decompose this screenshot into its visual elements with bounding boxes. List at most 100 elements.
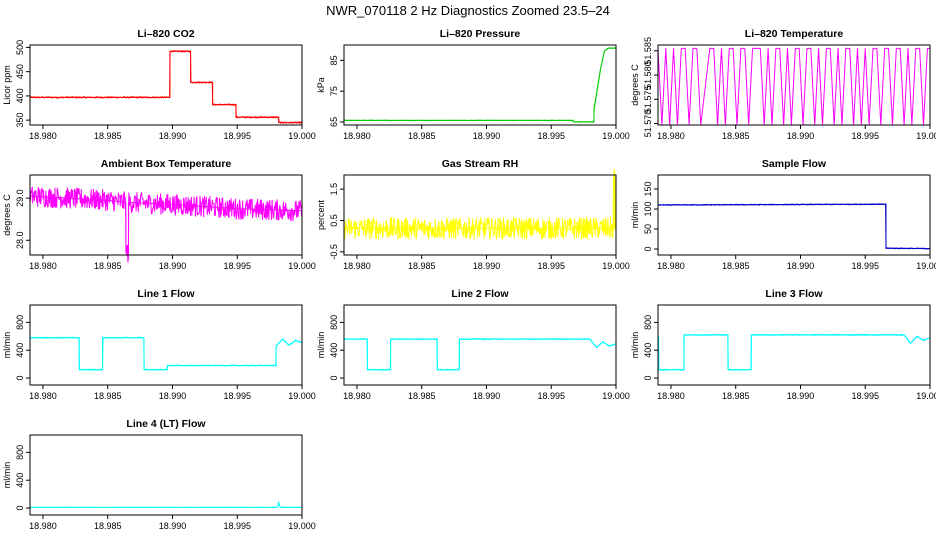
y-tick-label: 350 (15, 113, 25, 128)
y-tick-label: 75 (329, 86, 339, 96)
series-line-li-820-pressure (343, 47, 617, 123)
y-tick-label: 800 (15, 315, 25, 330)
y-tick-label: 51.585 (643, 37, 653, 65)
y-tick-label: 65 (329, 117, 339, 127)
y-axis-label: percent (316, 199, 326, 230)
x-tick-label: 18.980 (29, 391, 57, 401)
panel-line-4-lt-flow: Line 4 (LT) Flow 18.980 18.985 18.990 18.995… (2, 418, 316, 531)
x-tick-label: 18.995 (537, 391, 565, 401)
x-tick-label: 18.985 (722, 261, 750, 271)
x-tick-label: 19.000 (602, 261, 630, 271)
plot-frame (29, 44, 303, 126)
y-tick-label: 800 (15, 445, 25, 460)
panel-title: Li–820 CO2 (137, 28, 194, 40)
panel-title: Li–820 Pressure (440, 28, 521, 40)
y-tick-label: 0 (329, 376, 339, 381)
x-tick-label: 18.980 (343, 261, 371, 271)
plot-frame (29, 434, 303, 516)
y-tick-label: 0 (643, 376, 653, 381)
panels: Li–820 CO2 18.980 18.985 18.990 18.995 19.000… (2, 28, 936, 531)
x-tick-label: 19.000 (916, 131, 936, 141)
y-axis-label: degrees C (2, 194, 12, 236)
figure-title: NWR_070118 2 Hz Diagnostics Zoomed 23.5–… (326, 3, 610, 18)
plot-frame (657, 44, 931, 126)
series-step-li-820-co2 (30, 50, 302, 124)
series-line-line-1-flow (29, 336, 303, 371)
x-tick-label: 18.980 (343, 131, 371, 141)
plot-frame (657, 174, 931, 256)
panel-title: Line 3 Flow (765, 288, 823, 300)
y-tick-label: 0 (15, 506, 25, 511)
panel-line-1-flow: Line 1 Flow 18.980 18.985 18.990 18.995 19.00… (2, 288, 316, 401)
x-tick-label: 18.980 (29, 261, 57, 271)
y-axis-label: ml/min (630, 202, 640, 229)
y-tick-label: 450 (15, 64, 25, 79)
x-tick-label: 18.995 (851, 131, 879, 141)
series-step-sample-flow (657, 203, 931, 250)
x-tick-label: 18.990 (787, 261, 815, 271)
series-line-line-2-flow (343, 338, 617, 371)
x-tick-label: 18.995 (223, 131, 251, 141)
x-tick-label: 18.995 (223, 261, 251, 271)
panel-title: Li–820 Temperature (745, 28, 844, 40)
y-tick-label: 400 (15, 88, 25, 103)
panel-ambient-box-temperature: Ambient Box Temperature 18.980 18.985 18.99… (2, 158, 316, 271)
y-tick-label: 400 (643, 343, 653, 358)
x-tick-label: 18.980 (657, 391, 685, 401)
x-tick-label: 18.995 (851, 261, 879, 271)
series-line-sample-flow (657, 203, 931, 250)
panel-gas-stream-rh: Gas Stream RH 18.980 18.985 18.990 18.995 19.… (316, 158, 630, 271)
x-tick-label: 18.985 (722, 391, 750, 401)
x-tick-label: 18.985 (94, 131, 122, 141)
panel-li-820-co2: Li–820 CO2 18.980 18.985 18.990 18.995 19.000… (2, 28, 316, 141)
panel-title: Line 2 Flow (451, 288, 509, 300)
series-line-gas-stream-rh (343, 169, 617, 240)
x-tick-label: 18.985 (408, 131, 436, 141)
x-tick-label: 18.980 (657, 261, 685, 271)
y-tick-label: -0.5 (329, 244, 339, 260)
series-line-ambient-box-temperature (29, 186, 303, 263)
x-tick-label: 18.995 (223, 521, 251, 531)
x-tick-label: 18.990 (159, 391, 187, 401)
x-tick-label: 18.990 (159, 131, 187, 141)
y-axis-label: degrees C (630, 64, 640, 106)
panel-title: Line 4 (LT) Flow (126, 418, 206, 430)
x-tick-label: 18.990 (473, 261, 501, 271)
x-tick-label: 18.990 (787, 391, 815, 401)
series-step-li-820-pressure (344, 47, 616, 123)
y-axis-label: ml/min (2, 462, 12, 489)
y-tick-label: 50 (643, 224, 653, 234)
plot-frame (343, 304, 617, 386)
x-tick-label: 18.995 (851, 391, 879, 401)
panel-title: Gas Stream RH (442, 158, 518, 170)
x-tick-label: 18.990 (159, 521, 187, 531)
y-tick-label: 51.580 (643, 61, 653, 89)
y-tick-label: 400 (329, 343, 339, 358)
y-tick-label: 1.5 (329, 183, 339, 196)
y-tick-label: 0 (15, 376, 25, 381)
x-tick-label: 18.985 (94, 521, 122, 531)
y-tick-label: 85 (329, 55, 339, 65)
x-tick-label: 19.000 (288, 131, 316, 141)
x-tick-label: 18.980 (29, 521, 57, 531)
y-axis-label: ml/min (2, 332, 12, 359)
x-tick-label: 18.985 (94, 261, 122, 271)
x-tick-label: 18.995 (537, 261, 565, 271)
y-tick-label: 51.575 (643, 86, 653, 114)
panel-line-2-flow: Line 2 Flow 18.980 18.985 18.990 18.995 19.00… (316, 288, 630, 401)
panel-sample-flow: Sample Flow 18.980 18.985 18.990 18.995 19.0 0… (630, 158, 936, 271)
y-tick-label: 800 (643, 315, 653, 330)
plot-frame (657, 304, 931, 386)
series-step-line-2-flow (344, 338, 617, 371)
x-tick-label: 18.985 (408, 261, 436, 271)
x-tick-label: 19.000 (288, 521, 316, 531)
y-tick-label: 500 (15, 40, 25, 55)
y-tick-label: 800 (329, 315, 339, 330)
series-line-line-4-lt-flow (29, 502, 303, 509)
x-tick-label: 18.990 (473, 131, 501, 141)
x-tick-label: 18.985 (94, 391, 122, 401)
x-tick-label: 19.000 (288, 261, 316, 271)
y-tick-label: 0.5 (329, 214, 339, 227)
x-tick-label: 18.990 (159, 261, 187, 271)
